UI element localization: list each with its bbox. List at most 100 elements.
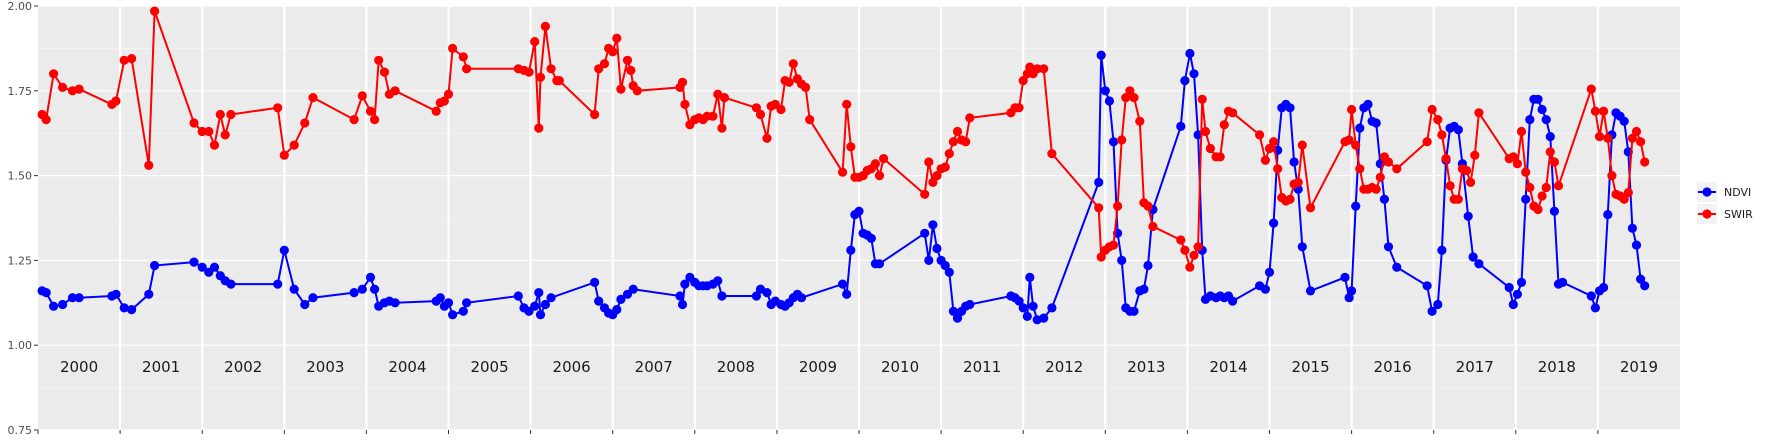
data-point bbox=[1096, 50, 1106, 60]
data-point bbox=[751, 103, 762, 113]
data-point bbox=[1445, 181, 1455, 191]
data-point bbox=[215, 109, 225, 120]
data-point bbox=[1028, 301, 1038, 311]
year-label: 2010 bbox=[881, 358, 919, 376]
data-point bbox=[1371, 118, 1381, 128]
data-point bbox=[534, 288, 544, 298]
data-point bbox=[1018, 76, 1028, 86]
data-point bbox=[680, 99, 690, 109]
data-point bbox=[1344, 135, 1354, 145]
data-point bbox=[1176, 121, 1186, 131]
data-point bbox=[1219, 120, 1229, 130]
data-point bbox=[1441, 154, 1451, 164]
data-point bbox=[431, 106, 441, 116]
data-point bbox=[1117, 135, 1127, 145]
year-label: 2000 bbox=[60, 358, 98, 376]
data-point bbox=[1590, 303, 1600, 313]
data-point bbox=[49, 69, 59, 79]
data-point bbox=[1117, 255, 1127, 265]
data-point bbox=[1508, 152, 1518, 162]
data-point bbox=[1636, 274, 1646, 284]
data-point bbox=[838, 279, 848, 289]
data-point bbox=[1422, 281, 1432, 291]
data-point bbox=[762, 133, 772, 143]
data-point bbox=[357, 91, 367, 101]
data-point bbox=[1545, 147, 1555, 157]
data-point bbox=[1392, 164, 1402, 174]
data-point bbox=[1433, 299, 1443, 310]
data-point bbox=[1627, 133, 1637, 143]
data-point bbox=[370, 284, 380, 294]
data-point bbox=[448, 43, 458, 54]
data-point bbox=[41, 288, 51, 298]
data-point bbox=[390, 86, 400, 96]
data-point bbox=[524, 67, 534, 77]
data-point bbox=[1599, 282, 1609, 293]
data-point bbox=[462, 298, 472, 308]
data-point bbox=[1129, 306, 1139, 316]
data-point bbox=[965, 299, 975, 310]
data-point bbox=[220, 130, 230, 140]
data-point bbox=[1383, 242, 1394, 252]
data-point bbox=[1549, 206, 1559, 216]
data-point bbox=[74, 293, 84, 303]
grid-lines bbox=[38, 5, 1680, 431]
data-point bbox=[1640, 157, 1650, 167]
year-label: 2012 bbox=[1045, 358, 1083, 376]
data-point bbox=[462, 64, 472, 74]
data-point bbox=[1631, 126, 1642, 137]
data-point bbox=[535, 310, 546, 320]
data-point bbox=[119, 55, 129, 65]
data-point bbox=[870, 159, 881, 169]
data-point bbox=[1355, 164, 1365, 174]
year-label: 2001 bbox=[142, 358, 180, 376]
data-point bbox=[801, 82, 811, 92]
data-point bbox=[1176, 235, 1186, 245]
data-point bbox=[1508, 299, 1518, 310]
data-point bbox=[1108, 240, 1119, 250]
data-point bbox=[1603, 133, 1613, 143]
data-point bbox=[1022, 311, 1032, 321]
data-point bbox=[784, 77, 794, 87]
data-point bbox=[1340, 272, 1350, 282]
data-point bbox=[300, 118, 310, 128]
legend: NDVI SWIR bbox=[1697, 182, 1753, 224]
data-point bbox=[1504, 282, 1514, 293]
data-point bbox=[41, 115, 51, 125]
data-point bbox=[628, 284, 638, 294]
data-point bbox=[1525, 182, 1535, 193]
data-point bbox=[1470, 150, 1480, 160]
data-point bbox=[952, 126, 963, 137]
data-point bbox=[1297, 242, 1307, 252]
data-point bbox=[1461, 165, 1472, 176]
legend-label: SWIR bbox=[1724, 208, 1753, 221]
data-point bbox=[1255, 130, 1265, 140]
data-point bbox=[349, 288, 359, 298]
data-point bbox=[300, 299, 310, 310]
data-point bbox=[197, 262, 207, 272]
year-label: 2006 bbox=[553, 358, 591, 376]
data-point bbox=[1125, 86, 1135, 96]
data-point bbox=[119, 303, 129, 313]
data-point bbox=[150, 6, 160, 16]
data-point bbox=[594, 296, 604, 306]
data-point bbox=[1437, 130, 1447, 140]
y-tick-label: 2.00 bbox=[8, 0, 33, 13]
data-point bbox=[717, 123, 727, 133]
data-point bbox=[1537, 104, 1547, 115]
data-point bbox=[1427, 104, 1437, 115]
data-point bbox=[197, 126, 207, 137]
data-point bbox=[1375, 172, 1385, 182]
data-point bbox=[1383, 157, 1394, 167]
data-point bbox=[1094, 177, 1104, 187]
data-point bbox=[540, 21, 551, 31]
data-point bbox=[1437, 245, 1447, 255]
data-point bbox=[920, 228, 930, 238]
data-point bbox=[349, 115, 359, 125]
year-label: 2013 bbox=[1127, 358, 1165, 376]
data-point bbox=[1392, 262, 1402, 272]
data-point bbox=[1305, 286, 1316, 296]
legend-item-swir: SWIR bbox=[1697, 204, 1753, 224]
data-point bbox=[1466, 177, 1476, 187]
